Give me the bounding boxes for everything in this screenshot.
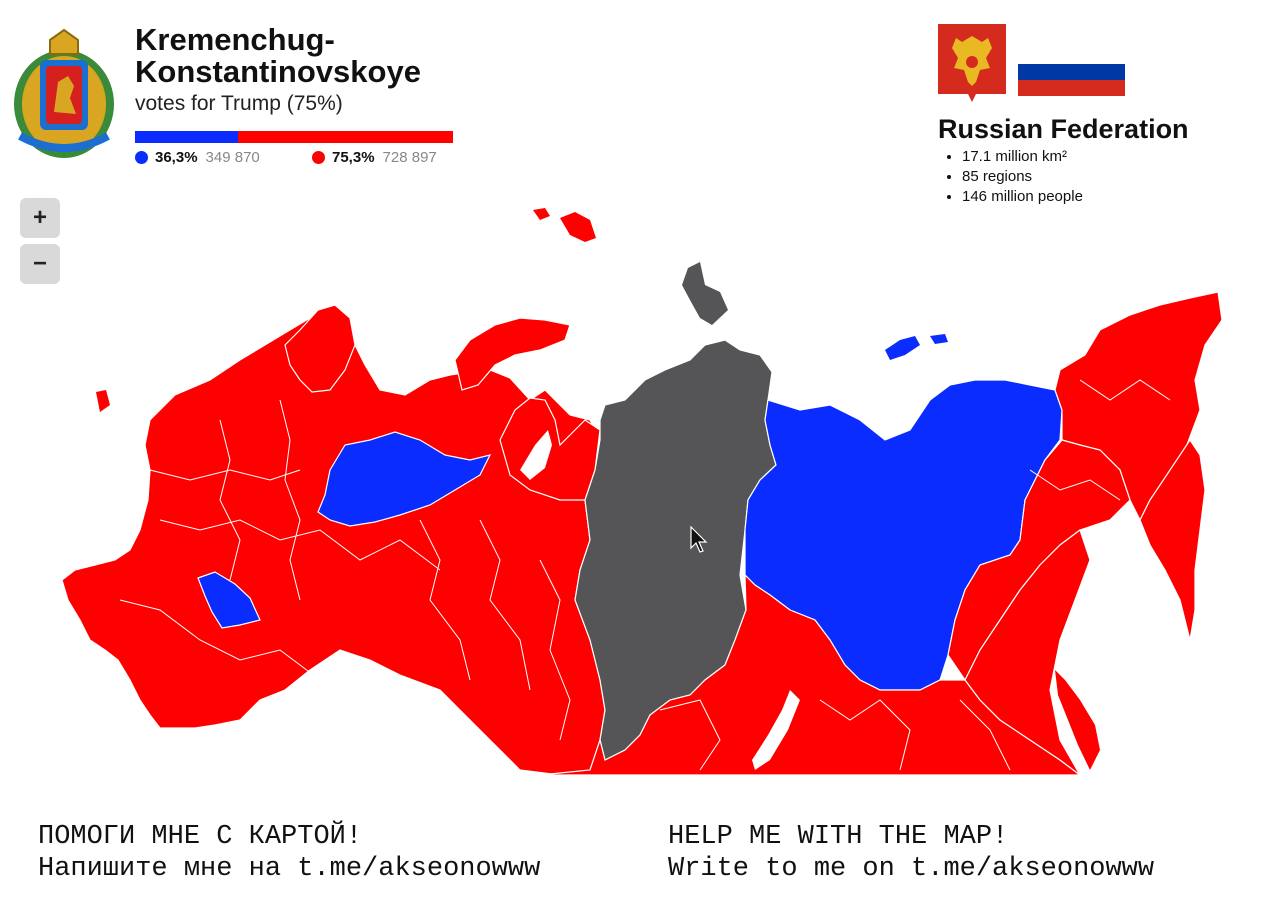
fact-area: 17.1 million km² bbox=[962, 147, 1083, 167]
red-dot-icon bbox=[312, 151, 325, 164]
footer-ru: ПОМОГИ МНЕ С КАРТОЙ! Напишите мне на t.m… bbox=[38, 821, 540, 885]
result-bar bbox=[135, 131, 453, 143]
region-coat-of-arms-icon bbox=[14, 28, 114, 158]
map-region-islands-north[interactable] bbox=[533, 208, 596, 242]
footer-en-line2[interactable]: Write to me on t.me/akseonowww bbox=[668, 854, 1155, 884]
map-region-south-blue[interactable] bbox=[197, 571, 261, 629]
footer-en: HELP ME WITH THE MAP! Write to me on t.m… bbox=[668, 821, 1154, 885]
fact-population: 146 million people bbox=[962, 187, 1083, 207]
zoom-in-button[interactable]: + bbox=[20, 198, 60, 238]
footer-ru-line2[interactable]: Напишите мне на t.me/akseonowww bbox=[38, 854, 541, 884]
map-region-kamchatka[interactable] bbox=[1139, 438, 1206, 641]
region-title-line2: Konstantinovskoye bbox=[135, 54, 421, 89]
region-title-line1: Kremenchug- bbox=[135, 22, 335, 57]
map-ob-bay bbox=[520, 430, 552, 480]
mouse-cursor-icon bbox=[690, 526, 708, 553]
region-title: Kremenchug- Konstantinovskoye bbox=[135, 24, 515, 88]
country-title: Russian Federation bbox=[938, 114, 1189, 144]
footer-ru-line1: ПОМОГИ МНЕ С КАРТОЙ! bbox=[38, 822, 363, 852]
result-bar-red bbox=[238, 131, 453, 143]
map-region-komi[interactable] bbox=[317, 431, 492, 527]
result-red-percent: 75,3% bbox=[332, 149, 375, 166]
result-red-votes: 728 897 bbox=[382, 149, 437, 166]
blue-dot-icon bbox=[135, 151, 148, 164]
map-region-amur[interactable] bbox=[964, 529, 1091, 776]
map-lake-baikal bbox=[752, 690, 800, 770]
result-blue-votes: 349 870 bbox=[205, 149, 260, 166]
result-bar-blue bbox=[135, 131, 239, 143]
russia-flag-icon bbox=[1018, 48, 1125, 96]
map-region-novaya-zemlya[interactable] bbox=[454, 317, 571, 391]
map-region-selected-islands[interactable] bbox=[682, 262, 728, 325]
region-subtitle: votes for Trump (75%) bbox=[135, 92, 343, 115]
footer-en-line1: HELP ME WITH THE MAP! bbox=[668, 822, 1009, 852]
map-region-kola[interactable] bbox=[284, 304, 356, 393]
zoom-out-button[interactable]: − bbox=[20, 244, 60, 284]
country-facts: 17.1 million km² 85 regions 146 million … bbox=[944, 147, 1083, 207]
map-region-new-siberian-islands[interactable] bbox=[885, 334, 948, 360]
result-red: 75,3% 728 897 bbox=[312, 149, 437, 166]
map-region-sakhalin[interactable] bbox=[1055, 670, 1100, 770]
fact-regions: 85 regions bbox=[962, 167, 1083, 187]
result-blue: 36,3% 349 870 bbox=[135, 149, 260, 166]
result-blue-percent: 36,3% bbox=[155, 149, 198, 166]
map-region-kaliningrad[interactable] bbox=[96, 390, 110, 412]
map-borders bbox=[119, 379, 1171, 771]
russia-emblem-icon bbox=[938, 24, 1006, 102]
